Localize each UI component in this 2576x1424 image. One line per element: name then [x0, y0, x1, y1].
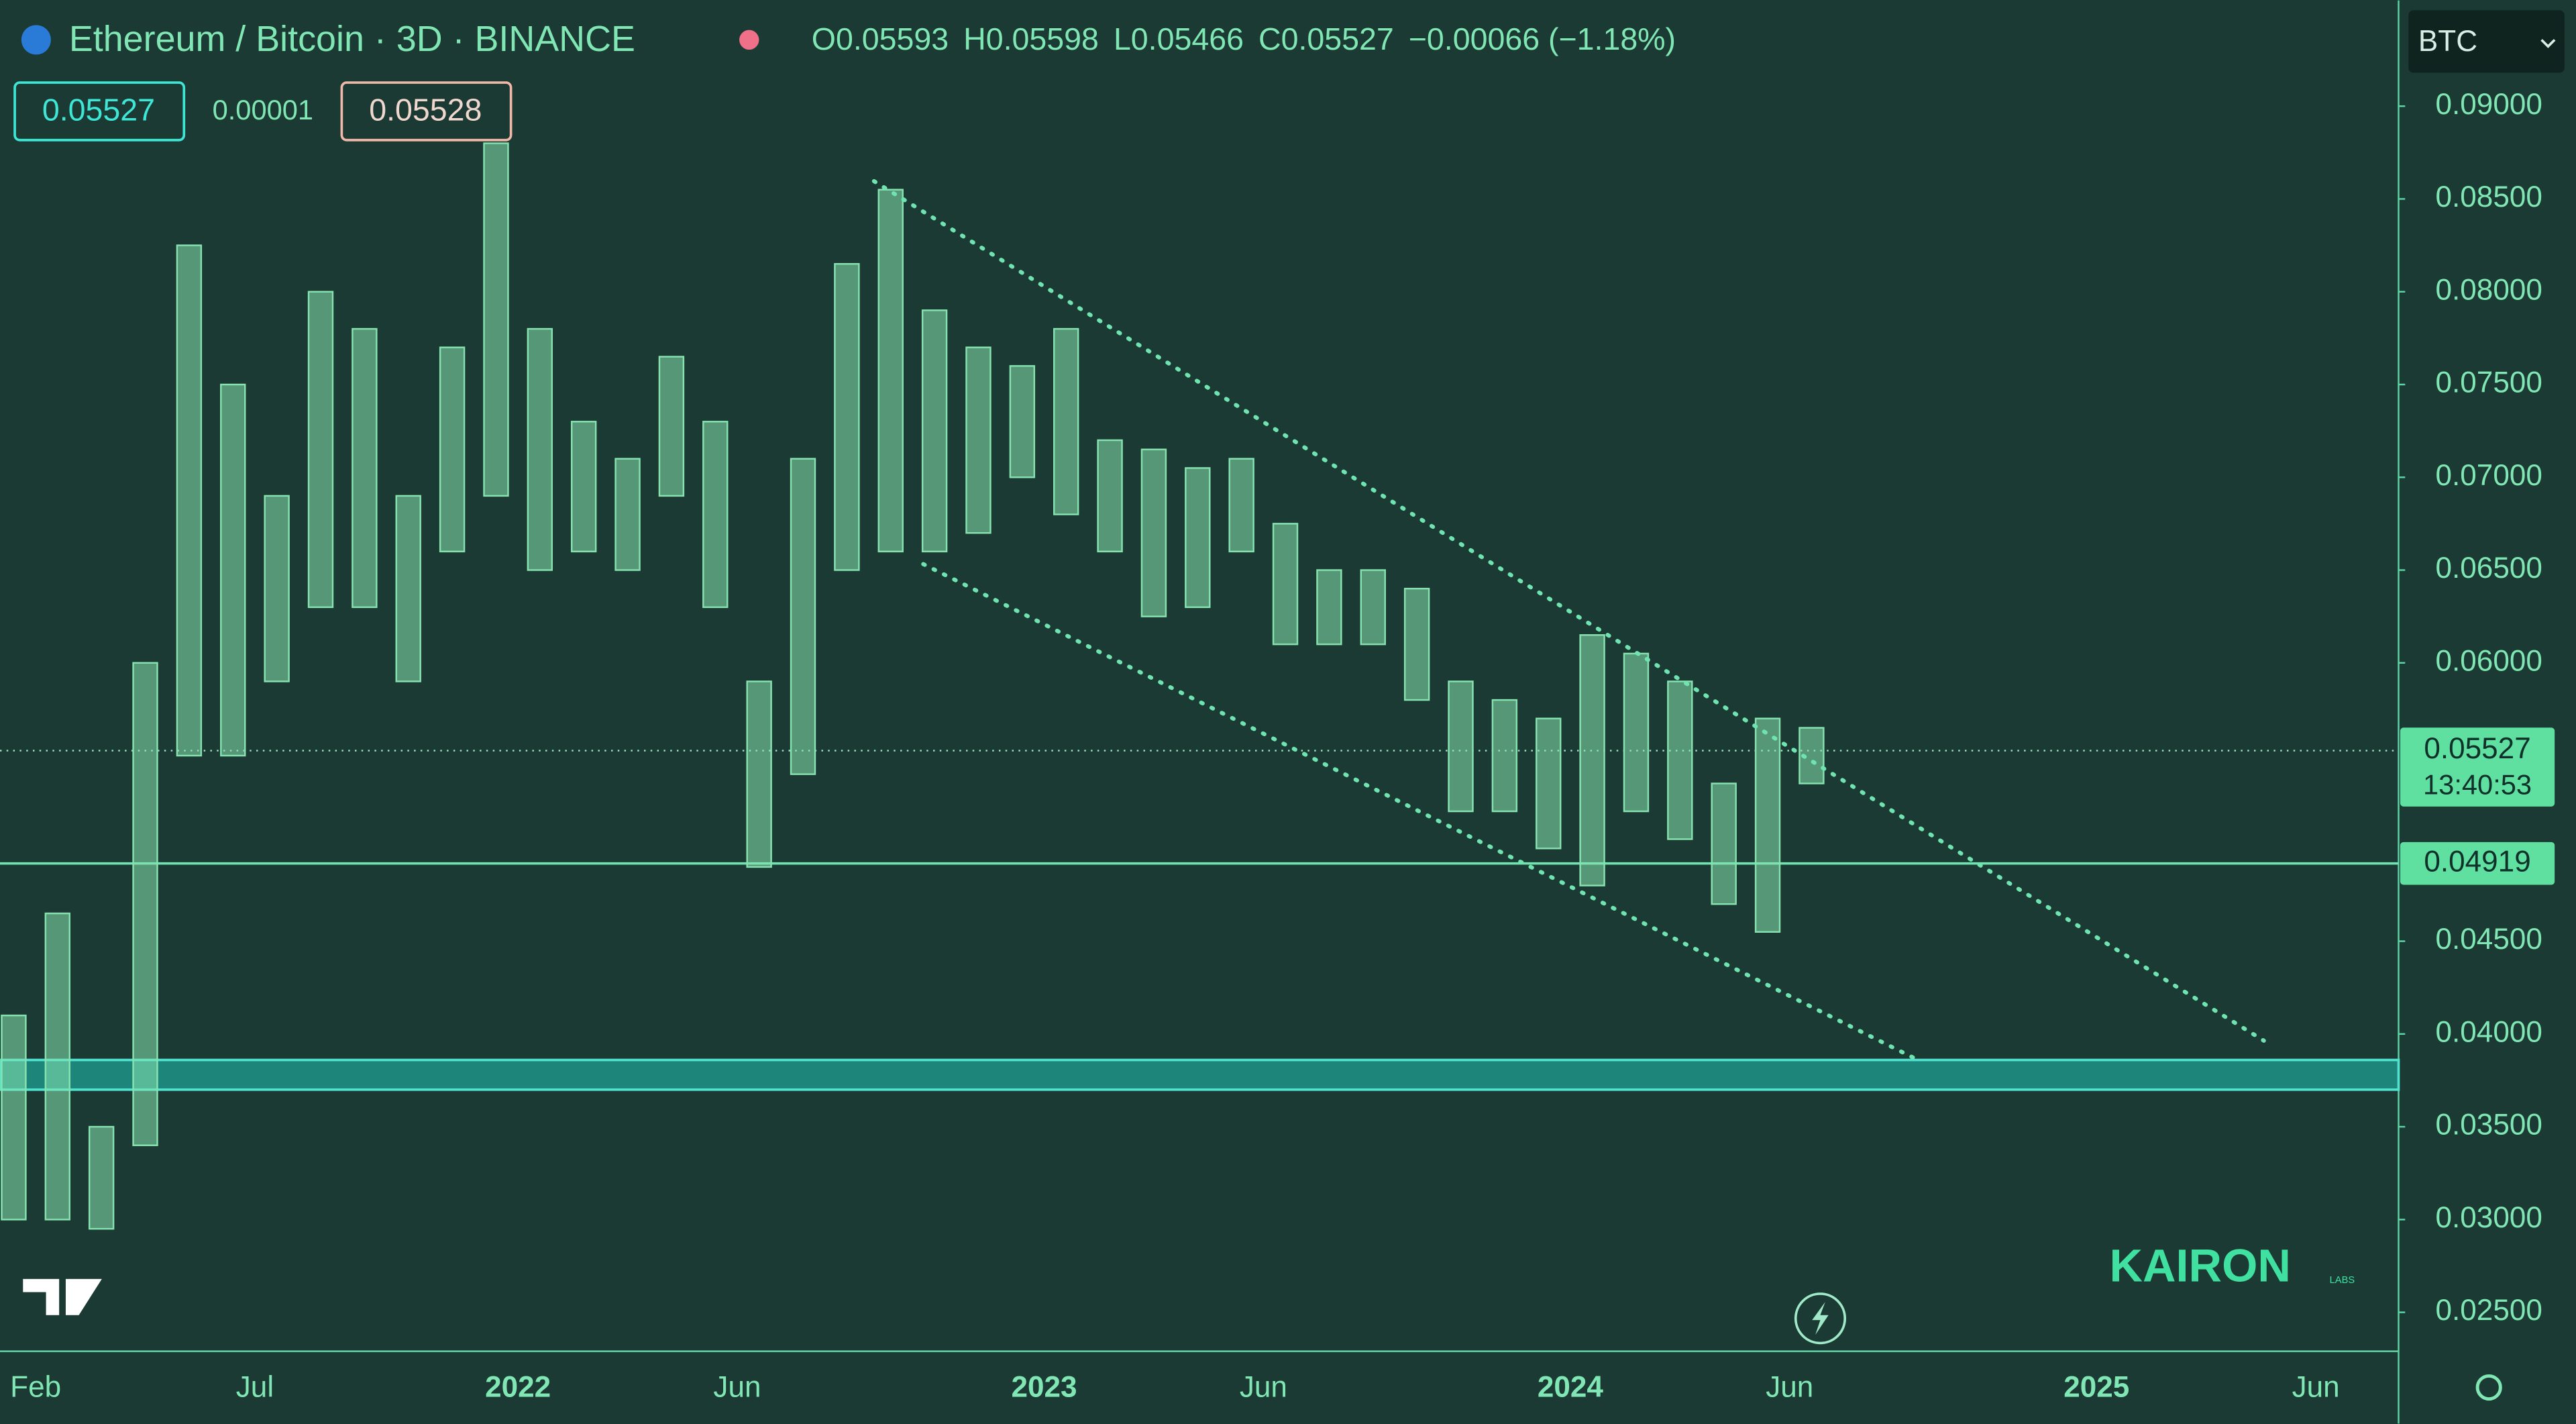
x-tick-label: 2023 [1011, 1371, 1077, 1404]
y-tick-label: 0.08000 [2436, 273, 2542, 306]
ask-box[interactable] [340, 81, 513, 142]
y-tick-label: 0.09000 [2436, 88, 2542, 121]
x-tick-label: Jun [2292, 1371, 2340, 1404]
price-range-bar [483, 142, 509, 497]
plot-area [0, 142, 2400, 1230]
y-tick-label: 0.03500 [2436, 1109, 2542, 1141]
dropdown-arrow [2540, 39, 2556, 48]
price-range-bar [1754, 717, 1781, 933]
bid-price: 0.05527 [42, 92, 155, 127]
price-range-bar [614, 458, 641, 571]
y-tick-label: 0.06500 [2436, 552, 2542, 584]
settings-icon[interactable] [2475, 1374, 2502, 1401]
ohlc-value: C0.05527 [1258, 21, 1394, 56]
price-range-bar [1491, 699, 1518, 813]
last-price-box [2400, 727, 2555, 807]
ask-price: 0.05528 [369, 92, 482, 127]
bid-box[interactable] [13, 81, 186, 142]
symbol-icon [21, 25, 51, 55]
price-range-bar [877, 189, 904, 553]
price-range-bar [1667, 680, 1693, 840]
price-range-bar [1009, 365, 1036, 478]
last-price-label: 0.05527 [2424, 732, 2530, 765]
price-range-bar [1228, 458, 1254, 553]
y-tick-label: 0.06000 [2436, 644, 2542, 677]
y-tick-label: 0.03000 [2436, 1201, 2542, 1234]
countdown: 13:40:53 [2423, 768, 2532, 800]
logo: KAIRON [2109, 1239, 2290, 1291]
price-range-bar [176, 244, 203, 757]
price-range-bar [1536, 717, 1562, 850]
lightning-icon [1812, 1302, 1829, 1335]
upper-trendline [871, 179, 2266, 1043]
price-range-bar [702, 421, 729, 609]
price-range-bar [1403, 587, 1430, 701]
y-tick-label: 0.02500 [2436, 1294, 2542, 1327]
price-range-bar [352, 327, 378, 609]
x-tick-label: Jun [713, 1371, 761, 1404]
price-range-bar [220, 383, 246, 757]
level-box [2400, 842, 2555, 885]
price-range-bar [1, 1014, 27, 1221]
price-range-bar [88, 1125, 115, 1230]
level-label: 0.04919 [2424, 845, 2530, 878]
y-tick-label: 0.04500 [2436, 923, 2542, 956]
price-range-bar [790, 458, 816, 775]
price-range-bar [1579, 634, 1605, 886]
x-tick-label: Feb [10, 1371, 61, 1404]
currency-select[interactable] [2408, 10, 2565, 73]
logo-sub: LABS [2330, 1275, 2355, 1286]
support-zone [0, 1058, 2400, 1091]
price-range-bar [1185, 467, 1211, 609]
price-range-bar [1360, 569, 1386, 646]
price-range-bar [1316, 569, 1342, 646]
ohlc-value: O0.05593 [812, 21, 949, 56]
lower-trendline [921, 562, 1921, 1063]
price-range-bar [658, 356, 685, 497]
price-range-bar [1448, 680, 1474, 813]
x-tick-label: 2024 [1538, 1371, 1604, 1404]
symbol-title[interactable]: Ethereum / Bitcoin · 3D · BINANCE [69, 19, 635, 59]
price-range-bar [132, 662, 158, 1146]
price-range-bar [307, 291, 334, 609]
price-range-bar [1053, 327, 1079, 515]
x-tick-label: Jul [236, 1371, 274, 1404]
price-range-bar [1272, 523, 1299, 646]
x-tick-label: 2022 [485, 1371, 551, 1404]
price-range-bar [264, 495, 290, 682]
y-tick-label: 0.07000 [2436, 459, 2542, 492]
currency-label: BTC [2418, 25, 2477, 58]
price-range-bar [746, 680, 772, 868]
ohlc-legend: O0.05593 H0.05598 L0.05466 C0.05527 −0.00066… [812, 21, 1676, 56]
price-range-bar [1711, 782, 1737, 905]
ohlc-value: L0.05466 [1114, 21, 1244, 56]
x-tick-label: Jun [1240, 1371, 1287, 1404]
price-range-bar [1097, 439, 1123, 553]
price-range-bar [1623, 652, 1650, 813]
ohlc-value: H0.05598 [963, 21, 1099, 56]
y-tick-label: 0.04000 [2436, 1015, 2542, 1048]
price-range-bar [965, 346, 991, 534]
market-status [739, 30, 759, 50]
spread: 0.00001 [213, 94, 313, 125]
x-tick-label: 2025 [2063, 1371, 2129, 1404]
tradingview-logo[interactable] [23, 1278, 102, 1315]
price-range-bar [527, 327, 553, 571]
price-range-bar [570, 421, 597, 553]
ohlc-value: −0.00066 (−1.18%) [1409, 21, 1676, 56]
price-range-bar [439, 346, 466, 553]
price-range-bar [395, 495, 421, 682]
x-tick-label: Jun [1766, 1371, 1813, 1404]
price-range-bar [44, 912, 71, 1221]
price-range-bar [1140, 448, 1167, 617]
y-tick-label: 0.07500 [2436, 366, 2542, 399]
price-range-bar [834, 263, 860, 571]
y-tick-label: 0.08500 [2436, 181, 2542, 213]
price-range-bar [921, 309, 948, 553]
